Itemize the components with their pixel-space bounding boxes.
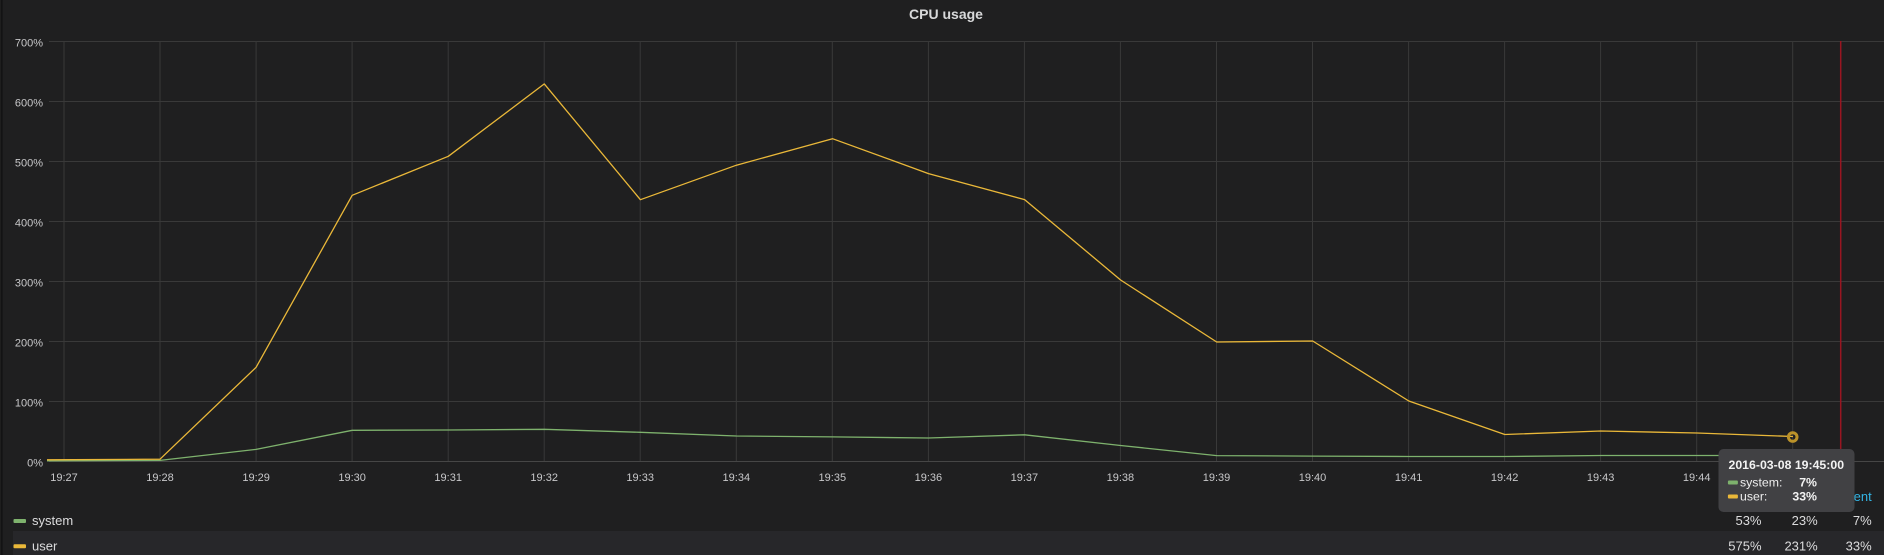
- svg-text:19:30: 19:30: [338, 472, 366, 484]
- svg-text:7%: 7%: [1799, 476, 1817, 490]
- svg-text:231%: 231%: [1784, 539, 1818, 554]
- svg-text:19:36: 19:36: [915, 472, 943, 484]
- svg-text:CPU usage: CPU usage: [909, 6, 983, 22]
- svg-text:23%: 23%: [1792, 513, 1818, 528]
- svg-text:19:37: 19:37: [1011, 472, 1039, 484]
- svg-text:400%: 400%: [15, 218, 43, 230]
- svg-text:33%: 33%: [1792, 490, 1817, 504]
- svg-text:53%: 53%: [1735, 513, 1761, 528]
- svg-text:700%: 700%: [15, 38, 43, 50]
- svg-text:19:38: 19:38: [1107, 472, 1135, 484]
- svg-text:19:44: 19:44: [1683, 472, 1711, 484]
- svg-text:19:27: 19:27: [50, 472, 78, 484]
- svg-text:600%: 600%: [15, 98, 43, 110]
- svg-text:33%: 33%: [1846, 539, 1872, 554]
- svg-text:2016-03-08 19:45:00: 2016-03-08 19:45:00: [1729, 458, 1845, 472]
- svg-text:19:35: 19:35: [819, 472, 847, 484]
- svg-text:19:41: 19:41: [1395, 472, 1423, 484]
- svg-text:19:29: 19:29: [242, 472, 270, 484]
- svg-text:19:42: 19:42: [1491, 472, 1519, 484]
- svg-text:19:43: 19:43: [1587, 472, 1615, 484]
- svg-text:system: system: [32, 513, 73, 528]
- svg-text:19:32: 19:32: [530, 472, 558, 484]
- svg-text:575%: 575%: [1728, 539, 1762, 554]
- svg-text:19:34: 19:34: [723, 472, 751, 484]
- svg-text:7%: 7%: [1853, 513, 1872, 528]
- svg-text:19:33: 19:33: [626, 472, 654, 484]
- svg-text:19:40: 19:40: [1299, 472, 1327, 484]
- svg-text:user:: user:: [1740, 490, 1767, 504]
- svg-text:0%: 0%: [27, 458, 43, 470]
- svg-text:500%: 500%: [15, 158, 43, 170]
- svg-text:user: user: [32, 539, 58, 554]
- svg-text:system:: system:: [1740, 476, 1782, 490]
- svg-text:19:28: 19:28: [146, 472, 174, 484]
- svg-text:100%: 100%: [15, 398, 43, 410]
- svg-text:200%: 200%: [15, 338, 43, 350]
- svg-text:19:39: 19:39: [1203, 472, 1231, 484]
- svg-text:300%: 300%: [15, 278, 43, 290]
- svg-text:19:31: 19:31: [434, 472, 462, 484]
